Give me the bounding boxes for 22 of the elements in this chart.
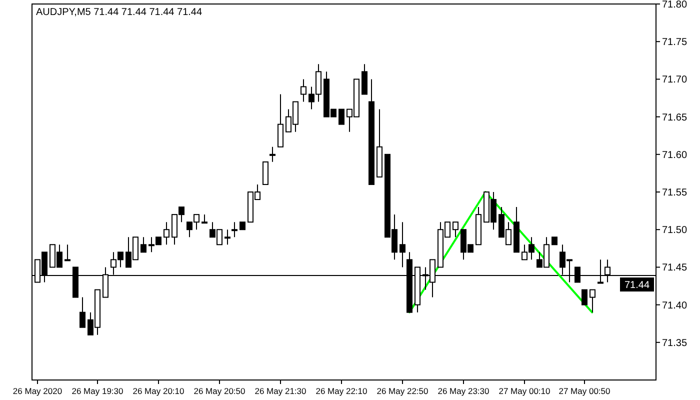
chart-title: AUDJPY,M5 71.44 71.44 71.44 71.44 <box>36 7 202 18</box>
y-tick-label: 71.45 <box>662 262 688 274</box>
y-tick-label: 71.60 <box>662 150 688 161</box>
x-tick-label: 26 May 20:10 <box>132 386 185 396</box>
x-tick-label: 26 May 20:50 <box>194 386 246 396</box>
x-tick-label: 26 May 2020 <box>12 386 62 396</box>
y-tick-label: 71.55 <box>662 188 688 198</box>
y-tick-label: 71.70 <box>662 74 688 86</box>
y-tick-label: 71.65 <box>662 112 688 124</box>
x-tick-label: 26 May 21:30 <box>254 386 307 396</box>
x-tick-label: 26 May 22:10 <box>316 386 368 396</box>
y-tick-label: 71.80 <box>662 0 688 10</box>
x-tick-label: 27 May 00:10 <box>498 386 551 396</box>
ref-line-label: 71.44 <box>624 280 650 291</box>
y-tick-label: 71.35 <box>662 338 688 349</box>
x-tick-label: 26 May 23:30 <box>438 386 490 396</box>
y-tick-label: 71.40 <box>662 300 688 312</box>
x-tick-label: 26 May 19:30 <box>72 386 124 396</box>
x-tick-label: 27 May 00:50 <box>558 386 611 396</box>
y-tick-label: 71.75 <box>662 37 688 48</box>
y-tick-label: 71.50 <box>662 225 688 236</box>
x-tick-label: 26 May 22:50 <box>376 386 429 396</box>
